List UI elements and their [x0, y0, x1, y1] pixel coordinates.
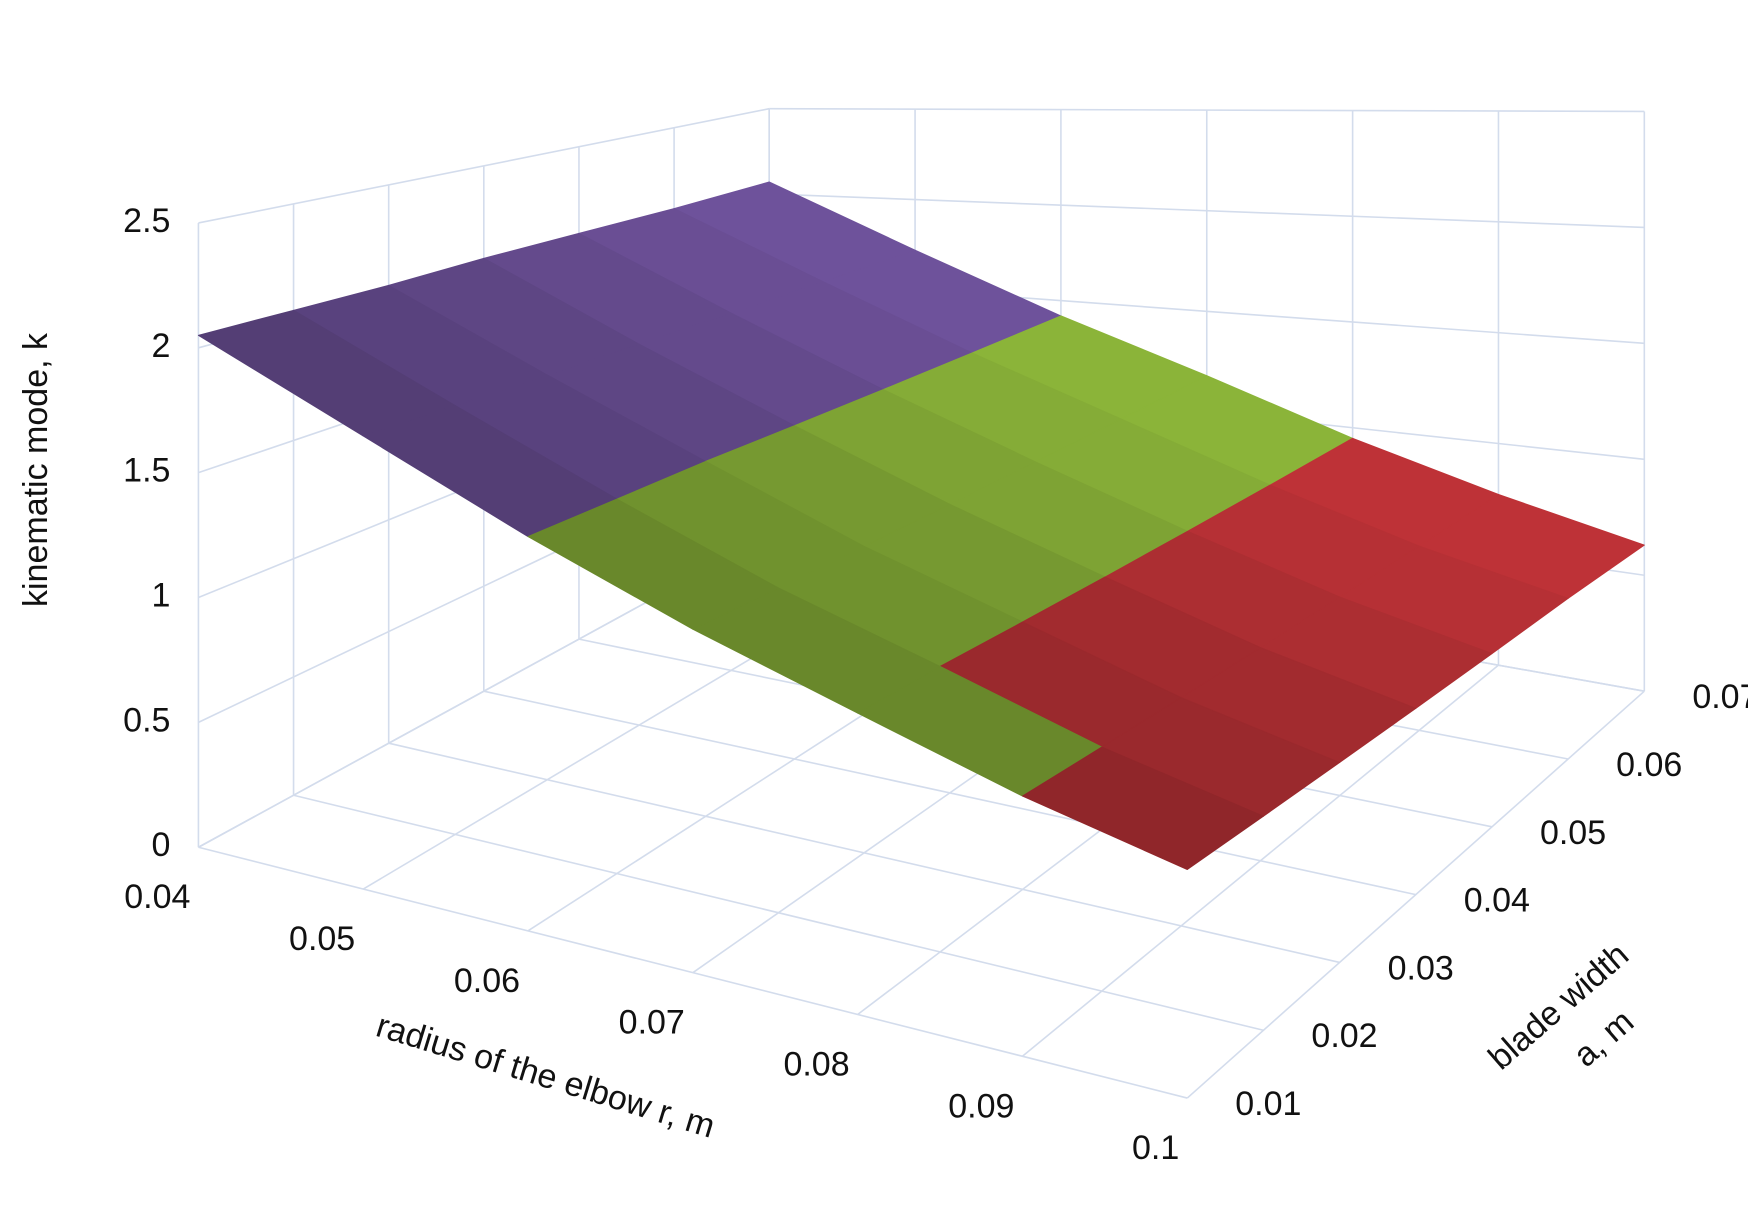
y-tick-label: 0.01 [1235, 1085, 1301, 1123]
z-tick-label: 0 [152, 826, 171, 864]
y-tick-label: 0.07 [1692, 678, 1748, 716]
surface-cell [1022, 746, 1264, 870]
x-tick-label: 0.06 [454, 962, 520, 1000]
z-tick-label: 1 [152, 577, 171, 615]
x-tick-label: 0.04 [124, 878, 190, 916]
z-tick-label: 1.5 [123, 452, 170, 490]
z-tick-label: 2 [152, 327, 171, 365]
y-tick-label: 0.03 [1388, 949, 1454, 987]
x-tick-label: 0.08 [783, 1045, 849, 1083]
x-tick-label: 0.1 [1132, 1129, 1179, 1167]
y-tick-label: 0.02 [1311, 1017, 1377, 1055]
grid-line [388, 742, 1340, 964]
z-tick-label: 0.5 [123, 701, 170, 739]
x-tick-label: 0.07 [619, 1004, 685, 1042]
z-tick-label: 2.5 [123, 202, 170, 240]
y-tick-label: 0.06 [1616, 746, 1682, 784]
x-tick-label: 0.09 [948, 1087, 1014, 1125]
z-axis-title: kinematic mode, k [17, 332, 55, 607]
grid-line [293, 794, 1264, 1032]
y-tick-label: 0.04 [1464, 882, 1530, 920]
grid-line [483, 690, 1416, 896]
x-tick-label: 0.05 [289, 920, 355, 958]
y-tick-label: 0.05 [1540, 814, 1606, 852]
grid-line [198, 846, 1188, 1099]
